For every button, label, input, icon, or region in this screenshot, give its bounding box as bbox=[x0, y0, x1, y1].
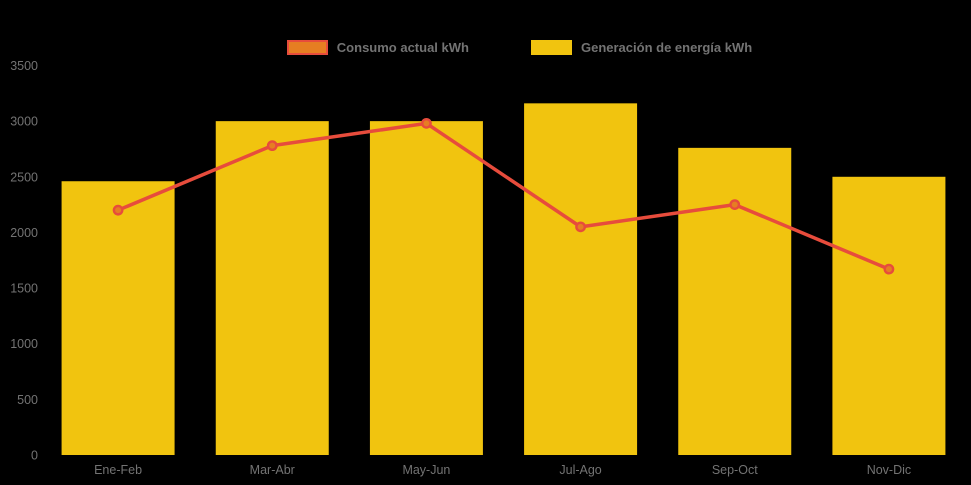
x-axis-label-jul-ago: Jul-Ago bbox=[559, 463, 601, 477]
y-axis-tick-2000: 2000 bbox=[10, 226, 38, 240]
legend-label-generacion-energia: Generación de energía kWh bbox=[580, 40, 753, 55]
x-axis-label-may-jun: May-Jun bbox=[402, 463, 450, 477]
bar-jul-ago[interactable] bbox=[524, 103, 638, 455]
y-axis-tick-500: 500 bbox=[17, 393, 38, 407]
consumption-line bbox=[116, 121, 891, 271]
y-axis-tick-2500: 2500 bbox=[10, 170, 38, 184]
y-axis-tick-3000: 3000 bbox=[10, 115, 38, 129]
chart-legend: Consumo actual kWh Generación de energía… bbox=[34, 40, 971, 55]
bar-mar-abr[interactable] bbox=[215, 121, 329, 456]
point-ene-feb[interactable] bbox=[112, 204, 124, 216]
point-mar-abr[interactable] bbox=[266, 140, 278, 152]
bar-may-jun[interactable] bbox=[369, 121, 483, 456]
point-nov-dic[interactable] bbox=[883, 263, 895, 275]
point-sep-oct[interactable] bbox=[729, 199, 741, 211]
y-axis-tick-3500: 3500 bbox=[10, 59, 38, 73]
bar-sep-oct[interactable] bbox=[678, 147, 792, 455]
x-axis-label-sep-oct: Sep-Oct bbox=[712, 463, 758, 477]
x-axis-label-nov-dic: Nov-Dic bbox=[867, 463, 911, 477]
x-axis-label-ene-feb: Ene-Feb bbox=[94, 463, 142, 477]
y-axis-tick-1000: 1000 bbox=[10, 337, 38, 351]
y-axis-tick-0: 0 bbox=[31, 449, 38, 463]
legend-swatch-generacion-energia bbox=[530, 40, 572, 55]
bar-nov-dic[interactable] bbox=[832, 176, 946, 456]
legend-item-consumo-actual[interactable]: Consumo actual kWh bbox=[286, 40, 469, 55]
bar-ene-feb[interactable] bbox=[61, 181, 175, 456]
legend-label-consumo-actual: Consumo actual kWh bbox=[336, 40, 469, 55]
y-axis-tick-1500: 1500 bbox=[10, 282, 38, 296]
point-jul-ago[interactable] bbox=[575, 221, 586, 233]
legend-item-generacion-energia[interactable]: Generación de energía kWh bbox=[530, 40, 753, 55]
legend-swatch-consumo-actual bbox=[286, 40, 328, 55]
x-axis-label-mar-abr: Mar-Abr bbox=[250, 463, 295, 477]
point-may-jun[interactable] bbox=[421, 117, 432, 129]
